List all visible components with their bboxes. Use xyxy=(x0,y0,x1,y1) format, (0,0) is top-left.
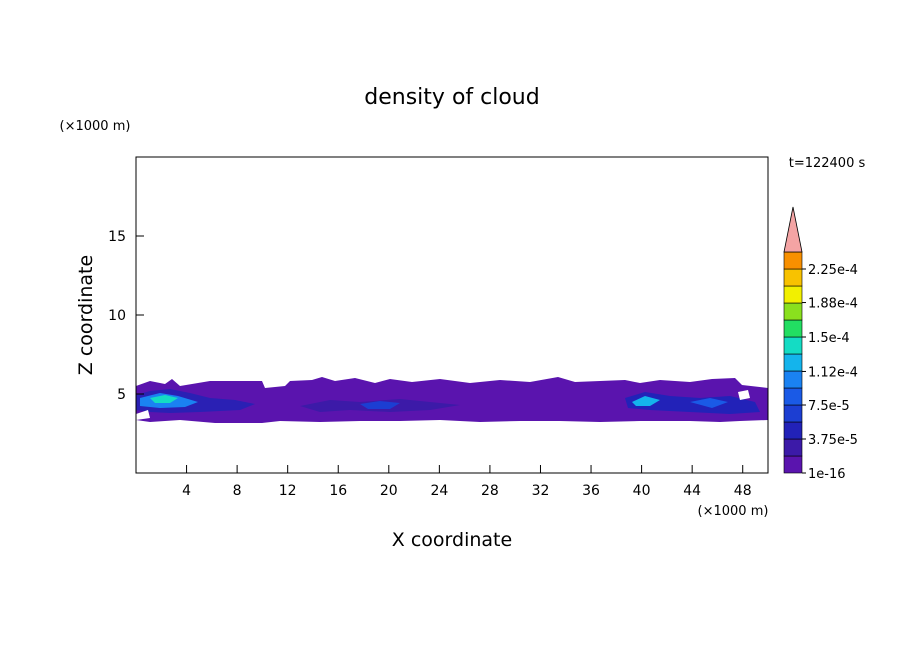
x-tick-label: 20 xyxy=(380,483,398,499)
gap xyxy=(738,390,750,400)
colorbar-tick-label: 1e-16 xyxy=(808,467,846,482)
x-tick-label: 24 xyxy=(430,483,448,499)
x-tick-label: 44 xyxy=(683,483,701,499)
contour-field xyxy=(136,377,768,423)
chart-title: density of cloud xyxy=(364,85,539,110)
colorbar-extension xyxy=(783,206,803,253)
y-tick-label: 15 xyxy=(108,229,126,245)
colorbar-band xyxy=(783,268,803,287)
colorbar-band xyxy=(783,251,803,270)
x-tick-label: 36 xyxy=(582,483,600,499)
colorbar-band xyxy=(783,285,803,304)
colorbar-band xyxy=(783,370,803,389)
x-tick-label: 16 xyxy=(329,483,347,499)
contour-region xyxy=(360,401,400,409)
contour-region xyxy=(136,377,768,423)
colorbar-tick-label: 3.75e-5 xyxy=(808,433,858,448)
x-tick-label: 8 xyxy=(233,483,242,499)
colorbar-tick-label: 7.5e-5 xyxy=(808,399,850,414)
x-tick-label: 40 xyxy=(633,483,651,499)
x-tick-label: 12 xyxy=(279,483,297,499)
colorbar-band xyxy=(783,336,803,355)
gap xyxy=(136,410,150,420)
colorbar-band xyxy=(783,353,803,372)
x-tick-label: 32 xyxy=(532,483,550,499)
colorbar-tick-label: 1.5e-4 xyxy=(808,331,850,346)
contour-region xyxy=(625,392,760,414)
colorbar-band xyxy=(783,438,803,457)
y-axis-title: Z coordinate xyxy=(75,255,97,375)
time-label: t=122400 s xyxy=(789,156,866,171)
contour-region xyxy=(150,395,178,403)
colorbar-band xyxy=(783,421,803,440)
x-tick-label: 4 xyxy=(182,483,191,499)
contour-region xyxy=(690,398,728,408)
colorbar-tick-label: 1.12e-4 xyxy=(808,365,858,380)
y-tick-label: 5 xyxy=(117,387,126,403)
y-tick-label: 10 xyxy=(108,308,126,324)
contour-region xyxy=(632,396,660,406)
colorbar-band xyxy=(783,387,803,406)
x-tick-label: 28 xyxy=(481,483,499,499)
colorbar-tick-label: 1.88e-4 xyxy=(808,297,858,312)
x-tick-label: 48 xyxy=(734,483,752,499)
colorbar-band xyxy=(783,302,803,321)
colorbar-band xyxy=(783,404,803,423)
x-unit: (×1000 m) xyxy=(698,504,769,519)
colorbar-band xyxy=(783,319,803,338)
y-unit: (×1000 m) xyxy=(60,119,131,134)
colorbar-band xyxy=(783,455,803,474)
colorbar-tick-label: 2.25e-4 xyxy=(808,263,858,278)
x-axis-title: X coordinate xyxy=(392,529,512,551)
